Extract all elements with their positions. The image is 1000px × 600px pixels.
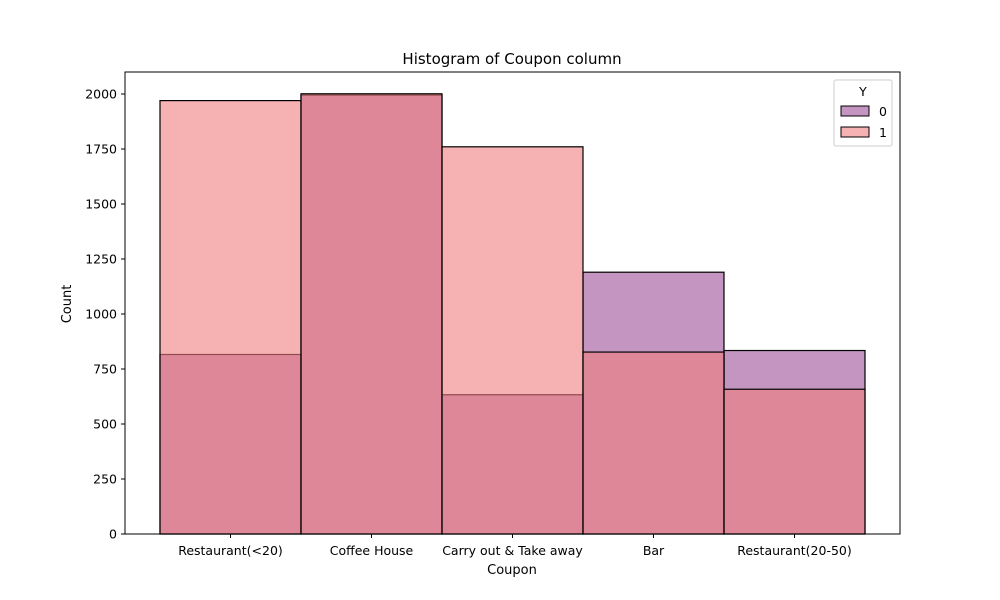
y-tick-label-7: 1750 (85, 142, 117, 157)
bar-series-1-0 (159, 99, 302, 535)
legend: Y 0 1 (833, 79, 893, 147)
bars-layer (159, 93, 866, 535)
y-tick-label-6: 1500 (85, 197, 117, 212)
y-tick-label-1: 250 (93, 472, 117, 487)
y-tick-label-2: 500 (93, 417, 117, 432)
y-tick-label-0: 0 (109, 527, 117, 542)
y-tick-label-5: 1250 (85, 252, 117, 267)
x-axis-label: Coupon (487, 563, 537, 578)
legend-title: Y (858, 84, 867, 99)
bar-series-1-1 (300, 93, 443, 535)
x-tick-label-1: Coffee House (330, 543, 414, 558)
legend-label-0: 0 (879, 104, 887, 119)
legend-label-1: 1 (879, 125, 887, 140)
axes-layer: 0 250 500 750 1000 1250 1500 1750 2000 Restaurant… (85, 71, 901, 558)
x-tick-label-4: Restaurant(20-50) (737, 543, 852, 558)
y-tick-label-4: 1000 (85, 307, 117, 322)
x-tick-label-2: Carry out & Take away (442, 543, 583, 558)
y-tick-label-8: 2000 (85, 87, 117, 102)
x-tick-label-3: Bar (643, 543, 665, 558)
y-tick-label-3: 750 (93, 362, 117, 377)
chart-title: Histogram of Coupon column (402, 50, 621, 68)
bar-series-1-4 (723, 388, 866, 535)
x-tick-label-0: Restaurant(<20) (178, 543, 283, 558)
y-axis-label: Count (60, 285, 75, 324)
legend-swatch-1 (840, 126, 870, 138)
bar-series-1-3 (582, 351, 725, 535)
legend-swatch-0 (840, 105, 870, 117)
bar-series-1-2 (441, 146, 584, 535)
